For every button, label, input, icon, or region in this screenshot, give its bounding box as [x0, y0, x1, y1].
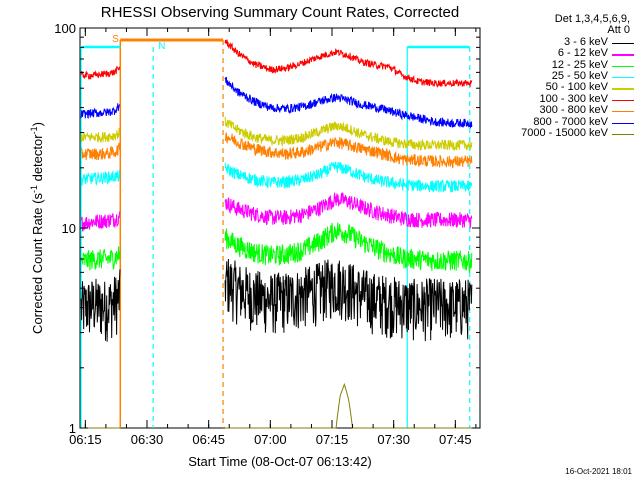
series-line — [80, 211, 121, 232]
series-line — [225, 382, 472, 429]
saa-label: S — [112, 34, 119, 45]
legend-swatch — [612, 122, 634, 124]
x-tick-label: 07:15 — [316, 432, 349, 447]
night-label: N — [158, 41, 165, 52]
y-tick-label: 1 — [69, 421, 76, 436]
legend-entry: 7000 - 15000 keV — [482, 126, 636, 139]
legend-swatch — [612, 111, 634, 113]
series-line — [80, 127, 121, 144]
legend-swatch — [612, 42, 634, 45]
series-line — [224, 191, 473, 229]
legend-label: 3 - 6 keV — [563, 35, 608, 48]
series-800-7000-kev — [80, 76, 473, 129]
series-line — [81, 246, 121, 271]
y-axis-label-mid: detector — [30, 134, 45, 185]
y-axis-label-end: ) — [30, 122, 45, 126]
series-line — [80, 169, 121, 186]
legend-label: 50 - 100 keV — [545, 81, 608, 94]
series-line — [224, 258, 473, 342]
series-100-300-kev — [80, 39, 473, 89]
series-7000-15000-kev — [81, 382, 472, 429]
legend: Det 1,3,4,5,6,9, Att 0 3 - 6 keV 6 - 12 k… — [482, 13, 636, 139]
x-tick-label: 07:45 — [439, 432, 472, 447]
legend-entry: 50 - 100 keV — [482, 81, 636, 94]
series-6-12-kev — [80, 191, 473, 232]
legend-entry: 12 - 25 keV — [482, 58, 636, 71]
legend-swatch — [612, 76, 634, 79]
series-12-25-kev — [81, 222, 473, 274]
legend-entry: 6 - 12 keV — [482, 47, 636, 60]
legend-label: 800 - 7000 keV — [533, 115, 608, 128]
generated-timestamp: 16-Oct-2021 18:01 — [565, 467, 632, 476]
series-line — [224, 222, 473, 274]
legend-swatch — [612, 99, 634, 102]
x-tick-label: 07:00 — [254, 432, 287, 447]
series-line — [224, 132, 473, 169]
series-line — [80, 142, 121, 161]
series-line — [80, 65, 121, 80]
legend-swatch — [612, 133, 634, 136]
x-tick-label: 06:45 — [192, 432, 225, 447]
series-line — [80, 269, 121, 342]
legend-swatch — [612, 65, 634, 67]
series-line — [80, 103, 121, 119]
legend-label: 7000 - 15000 keV — [521, 126, 608, 139]
legend-entry: 3 - 6 keV — [482, 35, 636, 48]
series-line — [224, 39, 473, 89]
legend-label: 6 - 12 keV — [557, 47, 608, 60]
series-3-6-kev — [80, 258, 473, 342]
y-axis-label-main: Corrected Count Rate (s — [30, 193, 45, 334]
legend-entry: 100 - 300 keV — [482, 92, 636, 105]
legend-entry: 300 - 800 keV — [482, 104, 636, 117]
detector-line-1: Det 1,3,4,5,6,9, — [554, 13, 630, 25]
legend-entry: 25 - 50 keV — [482, 69, 636, 82]
y-tick-label: 100 — [54, 21, 76, 36]
chart-title: RHESSI Observing Summary Count Rates, Co… — [101, 4, 459, 21]
legend-label: 300 - 800 keV — [539, 104, 609, 117]
series-300-800-kev — [80, 132, 473, 169]
legend-entry: 800 - 7000 keV — [482, 115, 636, 128]
y-axis-label-sup1: -1 — [29, 185, 39, 193]
legend-label: 12 - 25 keV — [551, 58, 608, 71]
series-line — [224, 76, 473, 129]
series-25-50-kev — [80, 161, 473, 193]
y-tick-label: 10 — [62, 221, 76, 236]
x-tick-label: 07:30 — [377, 432, 410, 447]
x-axis-label: Start Time (08-Oct-07 06:13:42) — [188, 454, 372, 469]
detector-line-2: Att 0 — [607, 24, 630, 37]
x-tick-label: 06:30 — [131, 432, 164, 447]
legend-label: 100 - 300 keV — [539, 92, 609, 105]
series-line — [224, 116, 473, 151]
legend-swatch — [612, 88, 634, 90]
legend-label: 25 - 50 keV — [551, 69, 608, 82]
y-axis-label-sup2: -1 — [29, 126, 39, 134]
plot-frame — [79, 27, 481, 429]
x-tick-label: 06:15 — [69, 432, 102, 447]
series-50-100-kev — [80, 116, 473, 151]
series-line — [224, 161, 473, 193]
legend-swatch — [612, 54, 634, 56]
y-axis-label: Corrected Count Rate (s-1 detector-1) — [29, 122, 45, 334]
